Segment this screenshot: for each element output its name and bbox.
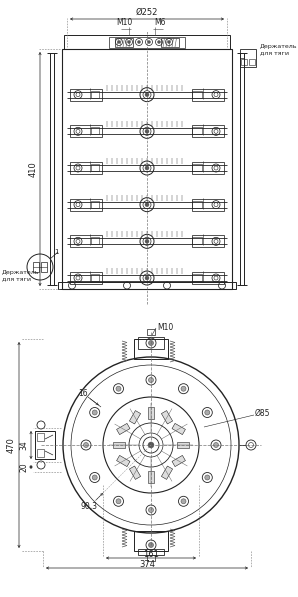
Bar (70, 162, 102, 174)
Text: 1: 1 (54, 249, 58, 255)
Bar (134, 531, 168, 551)
Bar (37, 433, 44, 441)
Circle shape (145, 93, 149, 97)
Bar (117, 423, 130, 435)
Circle shape (117, 41, 120, 44)
Bar (134, 339, 168, 359)
Text: Ø252: Ø252 (136, 8, 158, 17)
Bar (91, 164, 99, 171)
Bar (91, 274, 99, 281)
Text: 20: 20 (19, 462, 29, 472)
Bar (109, 37, 185, 48)
Circle shape (145, 276, 149, 280)
Bar (192, 199, 224, 211)
Bar (70, 272, 102, 284)
Bar (192, 91, 202, 98)
Bar (147, 555, 155, 561)
Circle shape (92, 410, 97, 415)
Bar (138, 337, 164, 349)
Circle shape (167, 41, 170, 44)
Bar (35, 431, 55, 459)
Bar (138, 549, 164, 555)
Text: 90,3: 90,3 (80, 503, 97, 512)
Circle shape (145, 202, 149, 207)
Circle shape (83, 442, 89, 448)
Text: 410: 410 (29, 161, 38, 177)
Bar (172, 423, 185, 435)
Bar (91, 201, 99, 208)
Text: 374: 374 (139, 560, 155, 569)
Bar (192, 235, 224, 247)
Bar (192, 125, 224, 137)
Bar (91, 127, 99, 134)
Bar (148, 471, 154, 483)
Bar (64, 35, 230, 49)
Circle shape (128, 41, 131, 44)
Circle shape (181, 498, 186, 504)
Text: 16: 16 (78, 389, 88, 398)
Circle shape (92, 475, 97, 480)
Text: 470: 470 (7, 437, 15, 453)
Circle shape (148, 377, 153, 383)
Bar (129, 466, 141, 479)
Bar (37, 449, 44, 457)
Bar (41, 262, 47, 272)
Bar (161, 38, 179, 47)
Bar (192, 127, 202, 134)
Bar (192, 162, 224, 174)
Circle shape (158, 41, 161, 44)
Bar (70, 125, 102, 137)
Text: 34: 34 (19, 440, 29, 450)
Text: Ø85: Ø85 (255, 408, 271, 417)
Circle shape (148, 41, 150, 44)
Circle shape (116, 386, 121, 391)
Bar (192, 238, 202, 244)
Bar (240, 49, 256, 67)
Bar (177, 442, 189, 448)
Bar (70, 235, 102, 247)
Circle shape (148, 340, 153, 346)
Bar (58, 282, 236, 289)
Bar (192, 272, 224, 284)
Bar (91, 91, 99, 98)
Bar (162, 411, 173, 424)
Text: Держатель
для тяги: Держатель для тяги (2, 270, 40, 281)
Bar (241, 59, 247, 65)
Bar (70, 199, 102, 211)
Bar (172, 456, 185, 467)
Bar (192, 274, 202, 281)
Bar (115, 38, 133, 47)
Bar (162, 466, 173, 479)
Circle shape (205, 410, 210, 415)
Circle shape (137, 41, 140, 44)
Bar (192, 201, 202, 208)
Bar (192, 164, 202, 171)
Text: M10: M10 (157, 322, 173, 331)
Circle shape (213, 442, 218, 448)
Bar (249, 59, 255, 65)
Circle shape (148, 543, 153, 547)
Circle shape (145, 166, 149, 170)
Bar (33, 262, 39, 272)
Circle shape (148, 507, 153, 512)
Bar (129, 411, 141, 424)
Bar (70, 89, 102, 101)
Text: Держатель
для тяги: Держатель для тяги (260, 44, 297, 55)
Circle shape (145, 130, 149, 133)
Bar (62, 49, 232, 289)
Bar (91, 238, 99, 244)
Bar (117, 456, 130, 467)
Circle shape (116, 498, 121, 504)
Text: M10: M10 (116, 18, 132, 27)
Circle shape (181, 386, 186, 391)
Circle shape (145, 239, 149, 244)
Circle shape (205, 475, 210, 480)
Text: 161: 161 (143, 550, 159, 559)
Bar (148, 407, 154, 419)
Circle shape (148, 442, 154, 448)
Bar (192, 89, 224, 101)
Bar (147, 329, 155, 335)
Bar (113, 442, 125, 448)
Text: M6: M6 (154, 18, 166, 27)
